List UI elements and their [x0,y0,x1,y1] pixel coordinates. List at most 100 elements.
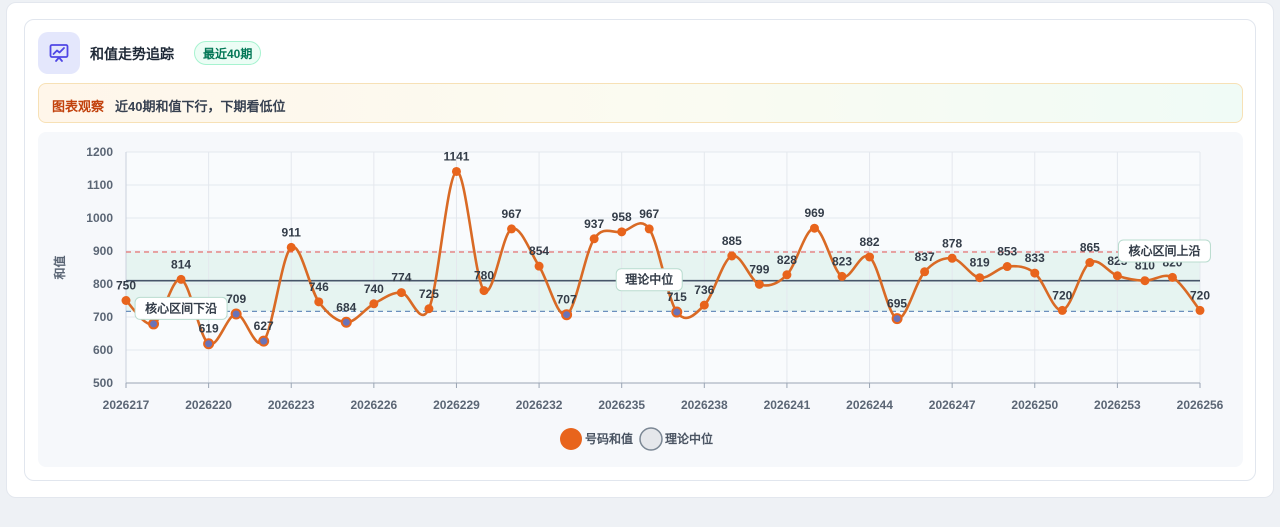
data-label: 937 [584,217,604,231]
data-label: 958 [612,210,632,224]
data-label: 1141 [443,149,469,163]
period-badge: 最近40期 [194,41,262,65]
data-label: 967 [502,207,522,221]
data-label: 814 [171,257,191,271]
legend-series-swatch[interactable] [560,428,582,450]
data-label: 715 [667,290,687,304]
data-label: 819 [970,256,990,270]
y-tick-label: 500 [93,376,113,390]
data-label: 780 [474,269,494,283]
data-point[interactable] [617,227,627,237]
data-point[interactable] [424,304,434,314]
data-point[interactable] [340,316,352,328]
data-point[interactable] [782,270,792,280]
data-label: 828 [777,253,797,267]
data-point[interactable] [203,338,215,350]
lower-bound-label: 核心区间下沿 [145,300,217,315]
x-tick-label: 2026256 [1177,398,1224,412]
sum-trend-chart: 500 600 700 800 900 1000 1100 1200 2026217 202622… [52,145,1224,451]
x-tick-label: 2026253 [1094,398,1141,412]
data-label: 969 [804,206,824,220]
data-point[interactable] [230,308,242,320]
data-point[interactable] [754,279,764,289]
data-point[interactable] [451,166,461,176]
legend-median-swatch[interactable] [639,427,663,451]
data-label: 823 [832,254,852,268]
legend-series-label[interactable]: 号码和值 [585,431,633,446]
data-point[interactable] [837,271,847,281]
data-point[interactable] [258,335,270,347]
data-label: 853 [997,245,1017,259]
x-tick-label: 2026235 [598,398,645,412]
x-tick-label: 2026217 [103,398,150,412]
data-label: 746 [309,280,329,294]
x-tick-label: 2026220 [185,398,232,412]
data-point[interactable] [920,267,930,277]
data-label: 799 [749,262,769,276]
x-tick-label: 2026244 [846,398,893,412]
data-point[interactable] [561,309,573,321]
data-point[interactable] [727,251,737,261]
data-point[interactable] [176,274,186,284]
data-label: 709 [226,292,246,306]
data-point[interactable] [589,234,599,244]
observation-banner: 图表观察 近40期和值下行，下期看低位 [38,83,1243,123]
data-point[interactable] [286,242,296,252]
data-point[interactable] [1085,258,1095,268]
data-label: 967 [639,207,659,221]
data-point[interactable] [1140,276,1150,286]
data-point[interactable] [671,306,683,318]
chart-title: 和值走势追踪 [90,46,174,62]
y-tick-label: 1000 [86,211,113,225]
data-label: 720 [1190,288,1210,302]
data-point[interactable] [1002,262,1012,272]
lower-bound-label-box [134,296,228,320]
data-label: 774 [391,271,411,285]
data-point[interactable] [644,224,654,234]
x-tick-label: 2026223 [268,398,315,412]
data-point[interactable] [369,299,379,309]
data-point[interactable] [1167,272,1177,282]
data-point[interactable] [396,288,406,298]
upper-bound-label: 核心区间上沿 [1128,243,1200,258]
data-point[interactable] [947,253,957,263]
data-point[interactable] [975,273,985,283]
data-point[interactable] [865,252,875,262]
observation-label: 图表观察 [52,99,105,114]
chart-panel: 500 600 700 800 900 1000 1100 1200 2026217 202622… [38,132,1243,467]
y-tick-label: 1200 [86,145,113,159]
data-label: 684 [336,300,356,314]
x-tick-label: 2026238 [681,398,728,412]
data-point[interactable] [314,297,324,307]
data-point[interactable] [809,223,819,233]
x-tick-label: 2026229 [433,398,480,412]
legend-median-label[interactable]: 理论中位 [665,431,713,446]
data-label: 882 [860,235,880,249]
data-label: 707 [557,293,577,307]
data-point[interactable] [891,313,903,325]
data-point[interactable] [507,224,517,234]
y-tick-label: 700 [93,310,113,324]
data-label: 878 [942,236,962,250]
data-point[interactable] [479,286,489,296]
data-point[interactable] [1057,305,1067,315]
data-label: 911 [282,225,302,239]
data-label: 736 [694,283,714,297]
data-point[interactable] [1112,271,1122,281]
data-label: 725 [419,287,439,301]
x-tick-label: 2026241 [764,398,811,412]
data-point[interactable] [121,296,131,305]
median-label-box [615,268,683,292]
header-icon-box [38,32,80,74]
data-point[interactable] [1030,268,1040,278]
data-label: 837 [915,250,935,264]
data-point[interactable] [534,261,544,271]
y-tick-label: 1100 [87,178,113,192]
y-axis-title: 和值 [52,255,67,280]
y-tick-label: 900 [93,244,113,258]
data-point[interactable] [1195,305,1205,315]
data-point[interactable] [699,300,709,310]
data-label: 619 [199,322,219,336]
data-point[interactable] [148,318,160,330]
x-tick-label: 2026250 [1011,398,1058,412]
